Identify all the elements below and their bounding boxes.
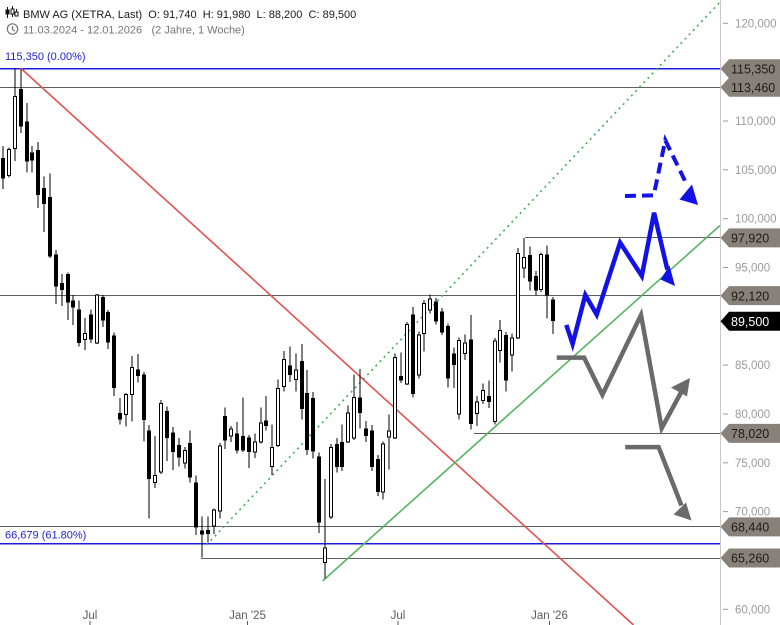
svg-text:97,920: 97,920 — [731, 232, 769, 246]
svg-text:BMW AG (XETRA, Last) O: 91,74: BMW AG (XETRA, Last) O: 91,740 H: 91,980… — [23, 9, 356, 21]
svg-text:65,260: 65,260 — [731, 552, 769, 566]
svg-text:80,000: 80,000 — [735, 409, 770, 421]
svg-text:66,679 (61.80%): 66,679 (61.80%) — [5, 530, 86, 542]
svg-text:115,350: 115,350 — [731, 62, 775, 76]
svg-text:60,000: 60,000 — [735, 604, 770, 616]
svg-text:120,000: 120,000 — [735, 18, 777, 30]
svg-text:Jul: Jul — [83, 610, 98, 622]
svg-text:110,000: 110,000 — [735, 116, 776, 128]
svg-text:95,000: 95,000 — [735, 263, 770, 275]
svg-text:78,020: 78,020 — [731, 427, 769, 441]
svg-text:115,350 (0.00%): 115,350 (0.00%) — [5, 51, 86, 63]
svg-text:Jul: Jul — [391, 610, 406, 622]
svg-text:100,000: 100,000 — [735, 214, 777, 226]
svg-text:70,000: 70,000 — [735, 507, 770, 519]
svg-text:(2 Jahre, 1 Woche): (2 Jahre, 1 Woche) — [152, 25, 245, 37]
svg-text:Jan '26: Jan '26 — [531, 610, 568, 622]
svg-text:113,460: 113,460 — [731, 81, 775, 95]
svg-text:85,000: 85,000 — [735, 360, 770, 372]
svg-text:68,440: 68,440 — [731, 521, 769, 535]
svg-text:11.03.2024 - 12.01.2026: 11.03.2024 - 12.01.2026 — [23, 25, 142, 37]
svg-text:89,500: 89,500 — [731, 315, 769, 329]
svg-text:75,000: 75,000 — [735, 458, 770, 470]
svg-text:92,120: 92,120 — [731, 289, 769, 303]
svg-text:105,000: 105,000 — [735, 165, 777, 177]
svg-text:Jan '25: Jan '25 — [229, 610, 266, 622]
